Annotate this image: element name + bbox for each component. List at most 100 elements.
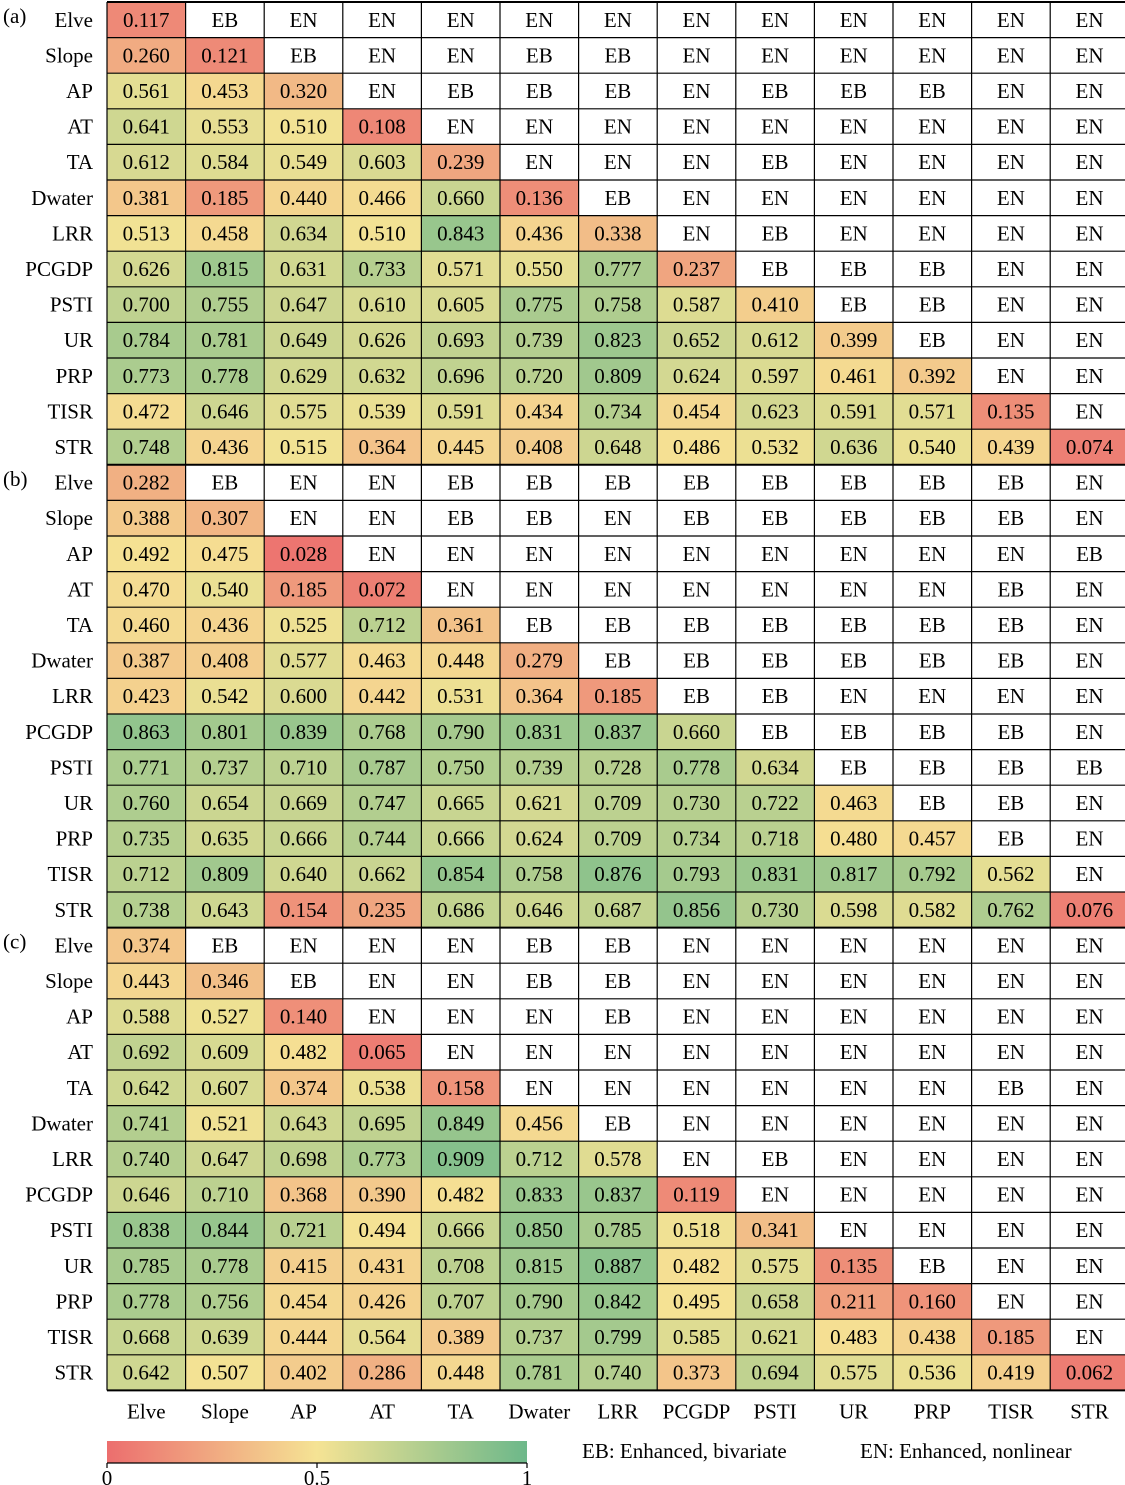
heat-cell (500, 678, 579, 714)
heat-cell (500, 1283, 579, 1320)
cell-value: 0.458 (201, 221, 248, 245)
interaction-type: EB (447, 79, 474, 103)
cell-value: 0.792 (909, 862, 956, 886)
heat-cell (421, 1105, 500, 1142)
interaction-type: EN (447, 577, 475, 601)
heat-cell (264, 1034, 343, 1070)
column-label: AT (369, 1399, 395, 1423)
heat-cell (342, 393, 422, 430)
cell-value: 0.647 (201, 1147, 248, 1171)
interaction-type: EN (368, 969, 396, 993)
interaction-type: EN (368, 506, 396, 530)
heat-cell (264, 1105, 343, 1142)
interaction-type: EB (997, 791, 1024, 815)
cell-value: 0.585 (673, 1325, 720, 1349)
heat-cell (264, 429, 343, 465)
heat-cell (185, 536, 265, 572)
cell-value: 0.448 (437, 649, 484, 673)
heat-cell (342, 892, 422, 928)
cell-value: 0.654 (201, 791, 249, 815)
interaction-type: EN (290, 933, 318, 957)
cell-value: 0.778 (123, 1289, 170, 1313)
heat-cell (264, 678, 343, 714)
interaction-type: EN (997, 79, 1025, 103)
interaction-type: EN (997, 542, 1025, 566)
heat-cell (735, 286, 815, 323)
interaction-type: EN (761, 577, 789, 601)
heat-cell (264, 856, 343, 892)
heat-cell (421, 1319, 500, 1355)
interaction-type: EN (840, 1218, 868, 1242)
cell-value: 0.457 (909, 827, 956, 851)
cell-value: 0.399 (830, 328, 877, 352)
cell-value: 0.423 (123, 684, 170, 708)
heat-cell (421, 1070, 500, 1106)
cell-value: 0.597 (751, 364, 798, 388)
heat-cell (500, 286, 579, 323)
row-label: Slope (45, 43, 93, 67)
cell-value: 0.454 (673, 399, 721, 423)
heat-cell (107, 215, 186, 252)
interaction-type: EN (761, 115, 789, 139)
interaction-type: EN (447, 1040, 475, 1064)
cell-value: 0.584 (201, 150, 249, 174)
heat-cell (342, 358, 422, 394)
heat-cell (107, 571, 186, 608)
cell-value: 0.368 (280, 1183, 327, 1207)
interaction-type: EB (683, 613, 710, 637)
cell-value: 0.472 (123, 399, 170, 423)
interaction-type: EN (1076, 399, 1104, 423)
interaction-type: EN (1076, 933, 1104, 957)
interaction-type: EB (997, 827, 1024, 851)
interaction-type: EN (447, 115, 475, 139)
cell-value: 0.598 (830, 898, 877, 922)
heat-cell (107, 429, 186, 465)
heat-cell (107, 1354, 186, 1391)
heat-cell (657, 429, 736, 465)
cell-value: 0.448 (437, 1361, 484, 1385)
interaction-type: EN (1076, 1076, 1104, 1100)
heat-cell (107, 286, 186, 323)
heat-cell (264, 1354, 343, 1391)
interaction-type: EB (840, 649, 867, 673)
interaction-type: EN (525, 542, 553, 566)
interaction-type: EN (1076, 827, 1104, 851)
row-label: Slope (45, 969, 93, 993)
cell-value: 0.388 (123, 506, 170, 530)
column-label: UR (839, 1399, 868, 1423)
interaction-type: EN (1076, 293, 1104, 317)
interaction-type: EB (919, 257, 946, 281)
cell-value: 0.635 (201, 827, 248, 851)
cell-value: 0.658 (751, 1289, 798, 1313)
interaction-type: EN (1076, 1289, 1104, 1313)
interaction-type: EN (997, 150, 1025, 174)
heat-cell (264, 215, 343, 252)
heat-cell (185, 1141, 265, 1177)
cell-value: 0.758 (516, 862, 563, 886)
cell-value: 0.720 (516, 364, 563, 388)
heat-cell (342, 1212, 422, 1248)
interaction-type: EB (919, 1254, 946, 1278)
interaction-type: EN (997, 1218, 1025, 1242)
interaction-type: EB (683, 471, 710, 495)
cell-value: 0.710 (201, 1183, 248, 1207)
interaction-type: EB (526, 43, 553, 67)
interaction-type: EB (683, 649, 710, 673)
cell-value: 0.624 (516, 827, 564, 851)
interaction-type: EB (840, 506, 867, 530)
cell-value: 0.536 (909, 1361, 956, 1385)
interaction-type: EN (1076, 862, 1104, 886)
heat-cell (814, 322, 893, 358)
heat-cell (107, 393, 186, 430)
heat-cell (421, 251, 500, 287)
interaction-type: EB (840, 293, 867, 317)
cell-value: 0.374 (123, 933, 171, 957)
cell-value: 0.577 (280, 649, 327, 673)
cell-value: 0.626 (123, 257, 170, 281)
heat-cell (500, 180, 579, 216)
interaction-type: EN (290, 8, 318, 32)
cell-value: 0.643 (280, 1111, 327, 1135)
interaction-type: EN (525, 8, 553, 32)
cell-value: 0.730 (751, 898, 798, 922)
cell-value: 0.668 (123, 1325, 170, 1349)
